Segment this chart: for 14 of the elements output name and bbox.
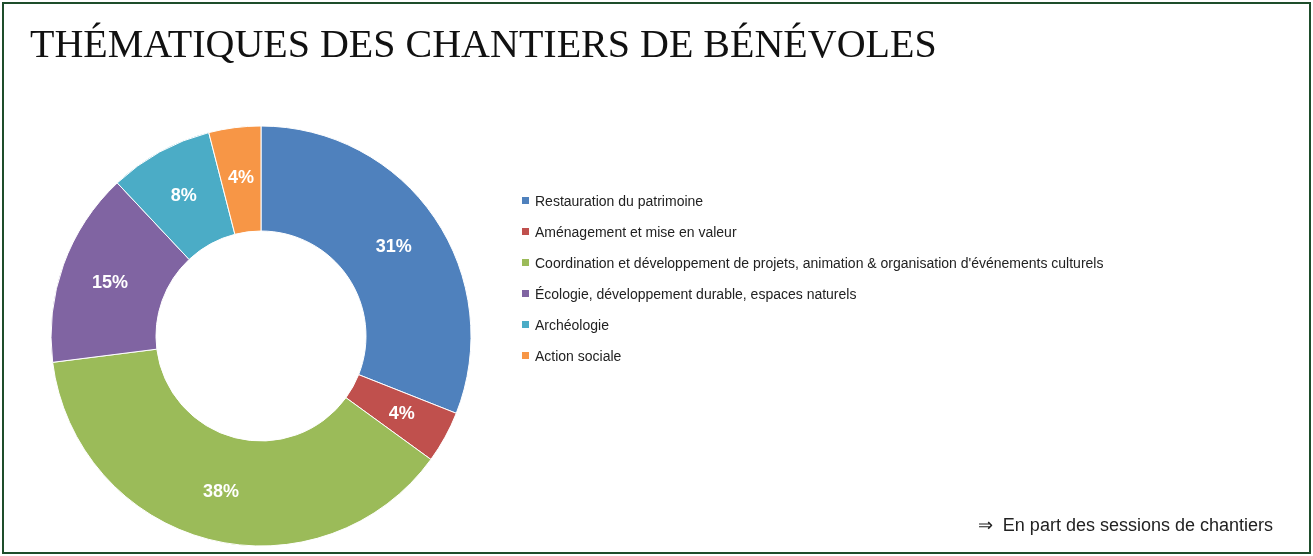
data-label: 38%	[203, 481, 240, 502]
chart-title: THÉMATIQUES DES CHANTIERS DE BÉNÉVOLES	[30, 20, 937, 66]
legend-label: Restauration du patrimoine	[535, 192, 704, 209]
data-label: 31%	[375, 235, 412, 256]
data-label: 15%	[91, 271, 128, 292]
data-label: 4%	[388, 403, 415, 424]
data-label: 4%	[227, 166, 254, 187]
legend-label: Action sociale	[535, 347, 622, 364]
legend-label: Archéologie	[535, 316, 610, 333]
text: ⇒ En part des sessions de chantiers	[977, 515, 1273, 535]
legend-label: Aménagement et mise en valeur	[535, 223, 737, 240]
legend-label: Coordination et développement de projets, animation & organisation d'événements culturels	[535, 254, 1104, 271]
data-label: 8%	[170, 185, 197, 206]
legend-label: Écologie, développement durable, espaces naturels	[535, 285, 857, 302]
